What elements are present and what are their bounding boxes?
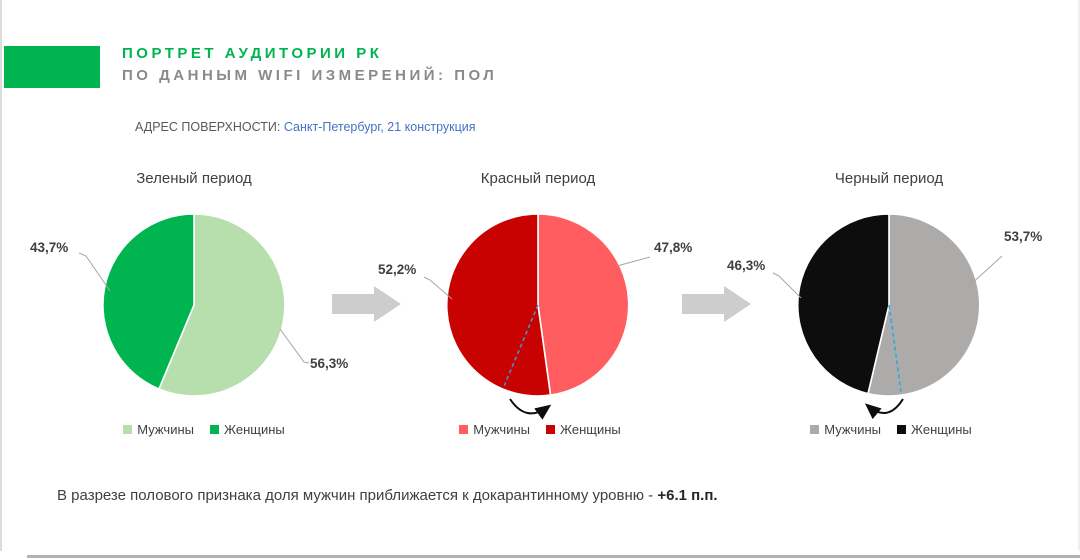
- pie-slices: [445, 213, 630, 397]
- legend-swatch-women-icon: [210, 425, 219, 434]
- pie3-male-percent-label: 53,7%: [1004, 229, 1043, 244]
- pie-annotations: [888, 304, 902, 392]
- legend-item: Мужчины: [810, 422, 881, 437]
- conclusion-text: В разрезе полового признака доля мужчин …: [57, 487, 718, 504]
- legend-swatch-men-icon: [810, 425, 820, 434]
- pie1-male-percent-label: 56,3%: [310, 356, 349, 371]
- chart-title-red-period: Красный период: [480, 170, 596, 187]
- legend-red-period: Мужчины Женщины: [425, 422, 655, 437]
- legend-swatch-women-icon: [546, 425, 555, 434]
- pie-chart-black-period: [797, 213, 981, 420]
- slide-bottom-rule: [27, 555, 1080, 558]
- slide-right-border: [1078, 0, 1080, 551]
- legend-label-men: Мужчины: [137, 422, 194, 437]
- conclusion-highlight: +6.1 п.п.: [657, 487, 718, 504]
- legend-swatch-women-icon: [897, 425, 906, 434]
- legend-item: Женщины: [897, 422, 972, 437]
- pie1-female-percent-label: 43,7%: [30, 240, 69, 255]
- legend-item: Мужчины: [459, 422, 530, 437]
- pie2-female-percent-label: 52,2%: [378, 262, 417, 277]
- legend-label-women: Женщины: [224, 422, 285, 437]
- legend-swatch-men-icon: [459, 425, 469, 434]
- legend-label-women: Женщины: [911, 422, 972, 437]
- legend-green-period: Мужчины Женщины: [89, 422, 319, 437]
- pie-chart-green-period: [102, 213, 286, 397]
- legend-item: Женщины: [210, 422, 285, 437]
- pie-chart-red-period: [445, 213, 630, 420]
- surface-address: АДРЕС ПОВЕРХНОСТИ: Санкт-Петербург, 21 к…: [135, 120, 476, 134]
- conclusion-body: В разрезе полового признака доля мужчин …: [57, 487, 658, 504]
- legend-label-women: Женщины: [560, 422, 621, 437]
- shift-arrow-clockwise-icon: [509, 398, 552, 420]
- legend-black-period: Мужчины Женщины: [776, 422, 1006, 437]
- page-title-line1: ПОРТРЕТ АУДИТОРИИ РК: [122, 45, 383, 62]
- pie2-male-percent-label: 47,8%: [654, 240, 693, 255]
- address-value: Санкт-Петербург, 21 конструкция: [283, 120, 476, 134]
- legend-label-men: Мужчины: [824, 422, 881, 437]
- legend-label-men: Мужчины: [473, 422, 530, 437]
- address-label: АДРЕС ПОВЕРХНОСТИ:: [135, 120, 281, 134]
- pie-annotations: [503, 304, 539, 386]
- flow-arrow-1-icon: [332, 286, 401, 322]
- flow-arrow-2-icon: [682, 286, 751, 322]
- accent-block: [4, 46, 100, 88]
- chart-title-green-period: Зеленый период: [136, 170, 252, 187]
- slide-left-border: [0, 0, 2, 551]
- chart-title-black-period: Черный период: [834, 170, 944, 187]
- shift-arrow-counterclockwise-icon: [864, 398, 904, 420]
- legend-item: Женщины: [546, 422, 621, 437]
- page-title-line2: ПО ДАННЫМ WIFI ИЗМЕРЕНИЙ: ПОЛ: [122, 67, 498, 84]
- pie-slices: [797, 213, 981, 397]
- pie-slices: [102, 213, 286, 397]
- legend-swatch-men-icon: [123, 425, 133, 434]
- legend-item: Мужчины: [123, 422, 194, 437]
- pie3-female-percent-label: 46,3%: [727, 258, 766, 273]
